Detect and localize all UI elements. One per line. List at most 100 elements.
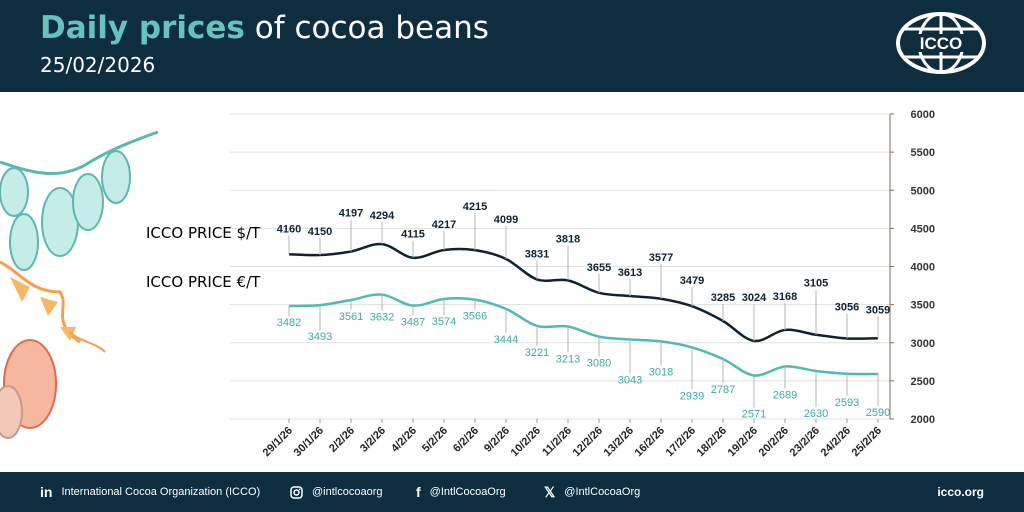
footer-linkedin[interactable]: in International Cocoa Organization (ICC… bbox=[40, 472, 260, 512]
y-tick-label: 4000 bbox=[911, 262, 935, 274]
footer-bar: in International Cocoa Organization (ICC… bbox=[0, 472, 1024, 512]
cocoa-pod-illustration bbox=[0, 130, 159, 439]
x-tick-label: 12/2/26 bbox=[571, 425, 605, 459]
y-tick-label: 2000 bbox=[911, 414, 935, 426]
data-label: 4150 bbox=[308, 226, 332, 238]
footer-instagram[interactable]: @intlcocoaorg bbox=[290, 472, 382, 512]
data-label: 3221 bbox=[525, 347, 549, 359]
title-rest: of cocoa beans bbox=[254, 10, 489, 46]
x-tick-label: 20/2/26 bbox=[757, 425, 791, 459]
data-label: 3056 bbox=[835, 301, 859, 313]
data-label: 3482 bbox=[277, 317, 301, 329]
page-title: Daily prices of cocoa beans bbox=[40, 10, 489, 46]
data-label: 3479 bbox=[680, 275, 704, 287]
data-label: 3080 bbox=[587, 358, 611, 370]
y-tick-label: 6000 bbox=[911, 109, 935, 121]
data-label: 2593 bbox=[835, 397, 859, 409]
x-tick-label: 29/1/26 bbox=[261, 425, 295, 459]
data-label: 4197 bbox=[339, 207, 363, 219]
data-label: 3574 bbox=[432, 316, 456, 328]
x-tick-label: 2/2/26 bbox=[327, 425, 357, 455]
data-label: 3168 bbox=[773, 291, 797, 303]
x-tick-label: 25/2/26 bbox=[850, 425, 884, 459]
linkedin-icon: in bbox=[40, 484, 53, 500]
chart-series bbox=[288, 242, 879, 377]
data-label: 3655 bbox=[587, 262, 611, 274]
legend-usd: ICCO PRICE $/T bbox=[146, 224, 261, 242]
series-line-1 bbox=[288, 293, 879, 377]
x-tick-label: 30/1/26 bbox=[292, 425, 326, 459]
data-label: 3818 bbox=[556, 233, 580, 245]
footer-x[interactable]: 𝕏 @IntlCocoaOrg bbox=[544, 472, 640, 512]
data-label: 3105 bbox=[804, 278, 828, 290]
data-label: 4115 bbox=[401, 229, 425, 241]
x-tick-label: 5/2/26 bbox=[420, 425, 450, 455]
report-date: 25/02/2026 bbox=[40, 53, 156, 77]
data-label: 3024 bbox=[742, 292, 767, 304]
header-banner: Daily prices of cocoa beans 25/02/2026 I… bbox=[0, 0, 1024, 92]
data-label: 3018 bbox=[649, 366, 673, 378]
y-tick-label: 3000 bbox=[911, 338, 935, 350]
data-label: 2689 bbox=[773, 389, 797, 401]
x-tick-label: 23/2/26 bbox=[788, 425, 822, 459]
y-axis: 2000 2500 3000 3500 4000 4500 5000 5500 6000 bbox=[889, 109, 935, 426]
data-label: 3043 bbox=[618, 374, 642, 386]
data-label: 3059 bbox=[866, 304, 890, 316]
data-label: 3561 bbox=[339, 311, 363, 323]
data-labels: 4160 4150 4197 4294 4115 4217 4215 4099 3831 3818… bbox=[277, 201, 890, 420]
data-label: 2939 bbox=[680, 390, 704, 402]
x-tick-label: 3/2/26 bbox=[358, 425, 388, 455]
footer-facebook[interactable]: f @IntlCocoaOrg bbox=[416, 472, 506, 512]
y-tick-label: 4500 bbox=[911, 223, 935, 235]
legend-eur: ICCO PRICE €/T bbox=[146, 273, 261, 291]
data-label: 3566 bbox=[463, 311, 487, 323]
data-label: 3213 bbox=[556, 354, 580, 366]
x-tick-label: 24/2/26 bbox=[819, 425, 853, 459]
data-label: 4217 bbox=[432, 219, 456, 231]
data-label: 3487 bbox=[401, 317, 425, 329]
data-label: 3444 bbox=[494, 334, 518, 346]
data-label: 2571 bbox=[742, 408, 766, 420]
x-text: @IntlCocoaOrg bbox=[564, 486, 641, 498]
x-icon: 𝕏 bbox=[544, 483, 556, 500]
x-tick-label: 17/2/26 bbox=[664, 425, 698, 459]
data-label-leaders bbox=[288, 213, 879, 408]
facebook-icon: f bbox=[416, 484, 421, 500]
y-tick-label: 5000 bbox=[911, 185, 935, 197]
facebook-text: @IntlCocoaOrg bbox=[429, 486, 506, 498]
data-label: 4294 bbox=[370, 210, 395, 222]
y-tick-label: 5500 bbox=[911, 147, 935, 159]
data-label: 2590 bbox=[866, 407, 890, 419]
y-tick-label: 2500 bbox=[911, 376, 935, 388]
data-label: 3613 bbox=[618, 267, 642, 279]
data-label: 2787 bbox=[711, 384, 735, 396]
instagram-text: @intlcocoaorg bbox=[312, 486, 383, 498]
x-tick-label: 10/2/26 bbox=[509, 425, 543, 459]
logo-text: ICCO bbox=[920, 34, 963, 53]
chart-grid bbox=[230, 113, 890, 420]
x-tick-label: 11/2/26 bbox=[540, 425, 574, 459]
x-tick-label: 16/2/26 bbox=[633, 425, 667, 459]
data-label: 4160 bbox=[277, 223, 301, 235]
data-label: 4099 bbox=[494, 214, 518, 226]
x-axis: 29/1/2630/1/26 2/2/26 3/2/26 4/2/26 5/2/26 6/… bbox=[261, 419, 884, 459]
y-tick-label: 3500 bbox=[911, 300, 935, 312]
x-tick-label: 4/2/26 bbox=[389, 425, 419, 455]
data-label: 2630 bbox=[804, 408, 828, 420]
x-tick-label: 19/2/26 bbox=[726, 425, 760, 459]
data-label: 3493 bbox=[308, 331, 332, 343]
price-chart: 2000 2500 3000 3500 4000 4500 5000 5500 6000 29/… bbox=[0, 109, 935, 459]
data-label: 3831 bbox=[525, 248, 549, 260]
data-label: 3632 bbox=[370, 312, 394, 324]
series-line-0 bbox=[288, 242, 879, 343]
linkedin-text: International Cocoa Organization (ICCO) bbox=[61, 486, 261, 498]
x-tick-label: 13/2/26 bbox=[602, 425, 636, 459]
icco-logo: ICCO bbox=[896, 12, 986, 74]
data-label: 4215 bbox=[463, 201, 487, 213]
title-bold: Daily prices bbox=[40, 10, 245, 46]
data-label: 3285 bbox=[711, 292, 735, 304]
footer-website[interactable]: icco.org bbox=[937, 485, 984, 499]
data-label: 3577 bbox=[649, 252, 673, 264]
x-tick-label: 6/2/26 bbox=[451, 425, 481, 455]
x-tick-label: 18/2/26 bbox=[695, 425, 729, 459]
